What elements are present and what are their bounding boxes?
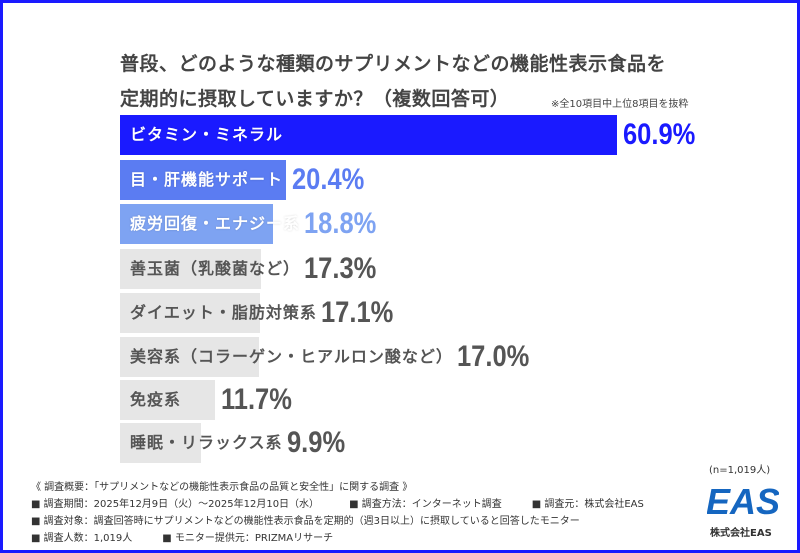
survey-provider: ■ モニター提供元：PRIZMAリサーチ [162,533,334,544]
survey-count: ■ 調査人数：1,019人 [31,533,133,544]
title-line-2: 定期的に摂取していますか？（複数回答可） [120,88,510,110]
bar [120,380,216,420]
bar [120,204,274,244]
bar [120,160,287,200]
survey-summary: 《 調査概要：「サプリメントなどの機能性表示食品の品質と安全性」に関する調査 》… [31,479,674,547]
eas-logo: EAS [707,483,779,519]
sample-size: (n=1,019人) [709,465,771,476]
svg-text:EAS: EAS [707,483,779,519]
survey-target: ■ 調査対象：調査回答時にサプリメントなどの機能性表示食品を定期的（週3日以上）… [31,516,580,527]
value-label: 18.8% [304,207,377,240]
survey-method: ■ 調査方法：インターネット調査 [349,499,502,510]
category-label: 睡眠・リラックス系 [130,433,283,452]
category-label: 美容系（コラーゲン・ヒアルロン酸など） [130,347,453,366]
company-name: 株式会社EAS [710,528,772,539]
chart-title: 普段、どのような種類のサプリメントなどの機能性表示食品を 定期的に摂取しています… [120,47,666,117]
survey-heading: 《 調査概要：「サプリメントなどの機能性表示食品の品質と安全性」に関する調査 》 [31,482,413,493]
bar [120,293,260,333]
category-label: 免疫系 [130,390,182,409]
survey-period: ■ 調査期間：2025年12月9日（火）～2025年12月10日（水） [31,499,320,510]
value-label: 9.9% [287,426,346,459]
bar [120,423,201,463]
value-label: 60.9% [622,118,696,151]
value-label: 17.0% [457,340,530,373]
value-label: 20.4% [292,163,365,196]
category-label: 目・肝機能サポート [130,170,284,189]
survey-source: ■ 調査元：株式会社EAS [531,499,644,510]
bar [120,115,617,155]
title-line-1: 普段、どのような種類のサプリメントなどの機能性表示食品を [120,53,667,75]
category-label: 疲労回復・エナジー系 [130,214,301,233]
category-label: ダイエット・脂肪対策系 [130,303,317,322]
category-label: ビタミン・ミネラル [130,125,284,144]
value-label: 11.7% [221,383,293,416]
bar [120,337,259,377]
value-label: 17.3% [304,252,377,285]
bar [120,249,262,289]
excerpt-note: ※全10項目中上位8項目を抜粋 [551,99,689,110]
value-label: 17.1% [321,296,394,329]
category-label: 善玉菌（乳酸菌など） [130,259,301,278]
